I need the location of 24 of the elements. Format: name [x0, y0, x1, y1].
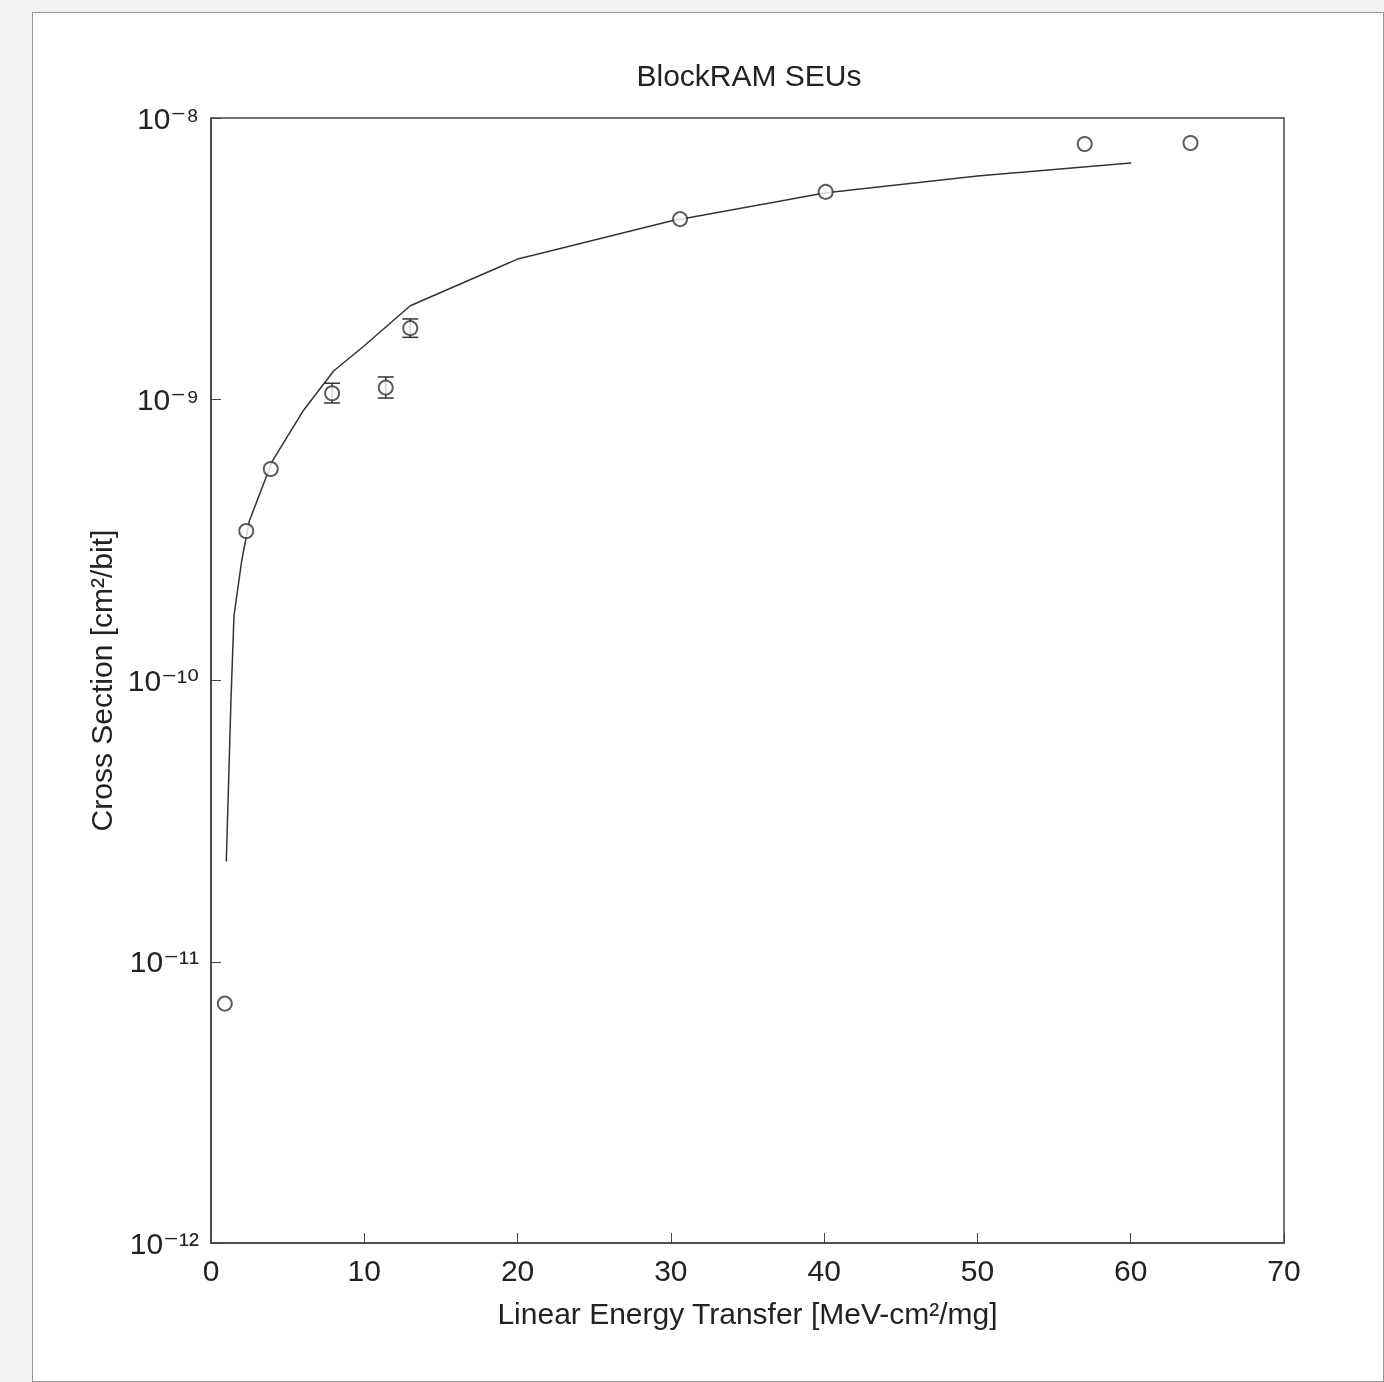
y-tick-label: 10⁻¹⁰ — [127, 664, 199, 697]
line-series — [225, 162, 1132, 862]
point — [672, 211, 689, 228]
x-tick-label: 40 — [807, 1253, 841, 1287]
x-tick-label: 60 — [1114, 1253, 1148, 1287]
point — [1182, 134, 1199, 151]
x-tick-label: 70 — [1267, 1253, 1301, 1287]
x-tick-label: 50 — [960, 1253, 995, 1287]
y-tick-label: 10⁻¹¹ — [129, 945, 200, 979]
x-tick-label: 10 — [347, 1253, 381, 1287]
point — [817, 183, 834, 200]
y-tick-label: 10⁻⁸ — [137, 101, 199, 135]
x-tick-label: 30 — [654, 1253, 688, 1287]
point — [216, 995, 233, 1012]
point — [238, 523, 255, 540]
point — [1076, 136, 1093, 153]
chart-title: BlockRAM SEUs — [636, 58, 862, 92]
x-axis-title: Linear Energy Transfer [MeV-cm²/mg] — [497, 1296, 998, 1330]
y-tick-label: 10⁻⁹ — [136, 382, 199, 416]
y-axis-title: Cross Section [cm²/bit] — [84, 529, 118, 832]
y-tick-label: 10⁻¹² — [129, 1226, 200, 1260]
x-tick-label: 0 — [202, 1253, 220, 1287]
x-tick-label: 20 — [500, 1253, 535, 1287]
point — [262, 460, 279, 477]
